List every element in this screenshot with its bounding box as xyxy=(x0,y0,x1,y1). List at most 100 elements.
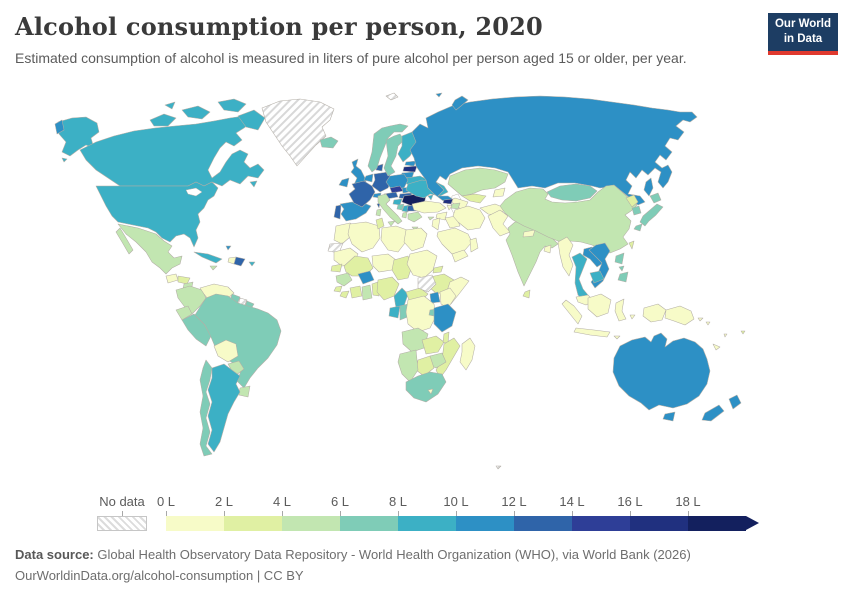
country-gabon[interactable] xyxy=(388,305,401,319)
country-belgium-netherlands[interactable] xyxy=(363,173,374,183)
country-spain[interactable] xyxy=(339,201,372,222)
country-chad[interactable] xyxy=(391,255,413,281)
country-syria[interactable] xyxy=(435,211,448,221)
country-puerto-rico[interactable] xyxy=(248,261,256,267)
country-bolivia[interactable] xyxy=(213,339,239,363)
country-sumatra[interactable] xyxy=(561,299,583,325)
country-sudan[interactable] xyxy=(406,249,438,279)
country-turkey[interactable] xyxy=(411,200,447,214)
country-ireland[interactable] xyxy=(338,177,350,188)
legend-bin-8–10 L[interactable] xyxy=(398,516,456,531)
country-baffin-island[interactable] xyxy=(237,109,266,131)
country-cuba[interactable] xyxy=(193,251,223,264)
country-thailand[interactable] xyxy=(571,252,589,302)
country-mongolia[interactable] xyxy=(546,183,598,202)
country-armenia[interactable] xyxy=(446,204,453,211)
country-algeria[interactable] xyxy=(347,221,381,253)
country-vietnam[interactable] xyxy=(588,242,611,289)
country-west-new-guinea[interactable] xyxy=(642,303,667,323)
country-italy[interactable] xyxy=(377,193,403,225)
country-myanmar[interactable] xyxy=(557,236,574,277)
legend-bin-0–2 L[interactable] xyxy=(166,516,224,531)
country-liberia[interactable] xyxy=(339,290,350,299)
country-egypt[interactable] xyxy=(403,227,428,252)
country-senegal[interactable] xyxy=(330,263,343,273)
country-maluku[interactable] xyxy=(629,314,636,320)
country-uganda[interactable] xyxy=(429,291,441,304)
no-data-swatch[interactable] xyxy=(97,516,147,531)
country-canada-arctic2[interactable] xyxy=(181,105,211,120)
country-portugal[interactable] xyxy=(333,204,342,220)
country-sardinia[interactable] xyxy=(375,208,382,217)
country-south-sudan[interactable] xyxy=(417,274,437,293)
country-new-zealand-south[interactable] xyxy=(701,404,725,422)
country-tanzania[interactable] xyxy=(433,303,457,333)
country-canada[interactable] xyxy=(79,115,265,187)
country-solomon-islands[interactable] xyxy=(697,317,704,322)
country-uzbekistan[interactable] xyxy=(461,193,487,204)
country-japan-kyushu[interactable] xyxy=(633,223,643,232)
country-new-caledonia[interactable] xyxy=(712,343,721,351)
country-guatemala[interactable] xyxy=(165,273,179,284)
country-ghana[interactable] xyxy=(361,284,373,301)
country-north-korea[interactable] xyxy=(625,194,639,208)
country-croatia[interactable] xyxy=(392,198,403,206)
country-aleutians[interactable] xyxy=(61,157,68,163)
country-yemen[interactable] xyxy=(451,249,469,263)
country-eritrea[interactable] xyxy=(432,265,444,274)
country-greece[interactable] xyxy=(407,211,423,223)
country-uruguay[interactable] xyxy=(238,385,251,398)
country-vanuatu[interactable] xyxy=(723,333,728,338)
country-colombia[interactable] xyxy=(175,285,207,315)
country-greenland[interactable] xyxy=(261,98,335,167)
country-java[interactable] xyxy=(573,327,611,338)
country-tasmania[interactable] xyxy=(662,411,676,422)
country-iran[interactable] xyxy=(452,205,486,231)
country-zambia[interactable] xyxy=(421,335,445,355)
country-georgia[interactable] xyxy=(442,198,454,205)
legend-bin-12–14 L[interactable] xyxy=(514,516,572,531)
country-south-korea[interactable] xyxy=(631,205,642,216)
country-bahamas[interactable] xyxy=(225,245,232,251)
country-bangladesh[interactable] xyxy=(543,244,552,254)
country-guinea[interactable] xyxy=(335,272,353,287)
country-bosnia[interactable] xyxy=(396,203,405,211)
legend-bin-14–16 L[interactable] xyxy=(572,516,630,531)
country-russia[interactable] xyxy=(409,95,698,206)
country-jordan-israel[interactable] xyxy=(431,217,441,231)
country-newfoundland[interactable] xyxy=(249,180,258,188)
country-madagascar[interactable] xyxy=(459,337,476,371)
country-sicily[interactable] xyxy=(387,220,396,227)
country-ecuador[interactable] xyxy=(175,305,193,321)
country-mindanao[interactable] xyxy=(617,271,629,283)
legend-bin-10–12 L[interactable] xyxy=(456,516,514,531)
country-south-africa[interactable] xyxy=(405,371,447,403)
country-southern-territories[interactable] xyxy=(495,465,502,470)
country-pakistan[interactable] xyxy=(487,209,511,237)
country-australia[interactable] xyxy=(612,332,711,411)
country-lesotho[interactable] xyxy=(427,388,434,395)
country-united-states[interactable] xyxy=(95,181,219,248)
country-sakhalin[interactable] xyxy=(643,177,654,197)
country-franz-josef[interactable] xyxy=(435,92,443,98)
country-crimea[interactable] xyxy=(427,194,434,201)
country-saudi-arabia[interactable] xyxy=(436,227,473,255)
country-solomon-islands2[interactable] xyxy=(705,321,711,326)
country-norway[interactable] xyxy=(367,123,409,173)
country-luzon[interactable] xyxy=(614,252,625,265)
country-taiwan[interactable] xyxy=(628,240,635,250)
country-china[interactable] xyxy=(499,184,638,254)
country-brazil[interactable] xyxy=(194,293,282,389)
country-papua-new-guinea[interactable] xyxy=(664,305,695,326)
country-cyprus[interactable] xyxy=(427,216,435,221)
country-tunisia[interactable] xyxy=(375,217,385,230)
country-chile[interactable] xyxy=(199,359,213,457)
country-france[interactable] xyxy=(348,180,376,208)
country-svalbard[interactable] xyxy=(385,92,399,101)
country-cameroon[interactable] xyxy=(393,287,409,309)
country-new-zealand-north[interactable] xyxy=(728,394,742,410)
owid-logo[interactable]: Our World in Data xyxy=(768,13,838,55)
country-borneo[interactable] xyxy=(587,293,612,318)
country-corsica[interactable] xyxy=(376,202,381,209)
country-lesser-sunda[interactable] xyxy=(613,335,621,340)
